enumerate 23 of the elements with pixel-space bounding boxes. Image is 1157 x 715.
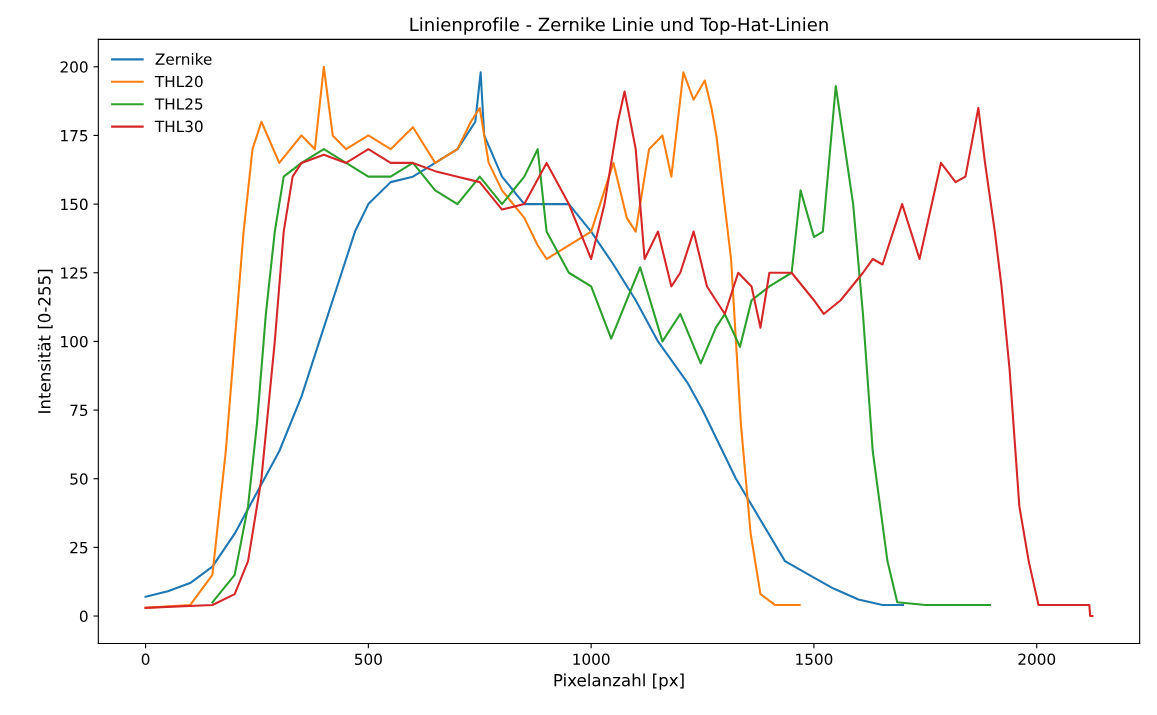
- x-axis-title: Pixelanzahl [px]: [554, 673, 684, 690]
- y-tick-label: 25: [70, 541, 88, 554]
- y-tick-label: 0: [79, 610, 88, 623]
- x-tick-label: 1000: [573, 653, 610, 666]
- line-series: [144, 90, 1094, 618]
- x-tick-label: 2000: [1018, 653, 1056, 666]
- legend-label: THL20: [154, 75, 203, 88]
- y-tick-label: 175: [61, 130, 88, 142]
- y-axis-title: Intensität [0-255]: [37, 269, 53, 413]
- y-tick-label: 150: [61, 198, 88, 211]
- legend-label: THL25: [154, 98, 203, 110]
- chart-title: Linienprofile - Zernike Linie und Top-Hat-Linien: [410, 17, 828, 35]
- y-tick-label: 125: [61, 267, 88, 279]
- y-tick-label: 50: [70, 473, 88, 485]
- legend-label: Zernike: [155, 53, 212, 65]
- x-tick-label: 500: [354, 653, 382, 666]
- y-tick-label: 75: [70, 404, 88, 417]
- y-tick-label: 200: [60, 61, 88, 73]
- y-tick-label: 100: [61, 335, 88, 348]
- x-tick-label: 1500: [796, 653, 833, 666]
- line-series: [211, 84, 991, 607]
- x-tick-label: 0: [141, 653, 150, 666]
- legend-label: THL30: [154, 120, 203, 133]
